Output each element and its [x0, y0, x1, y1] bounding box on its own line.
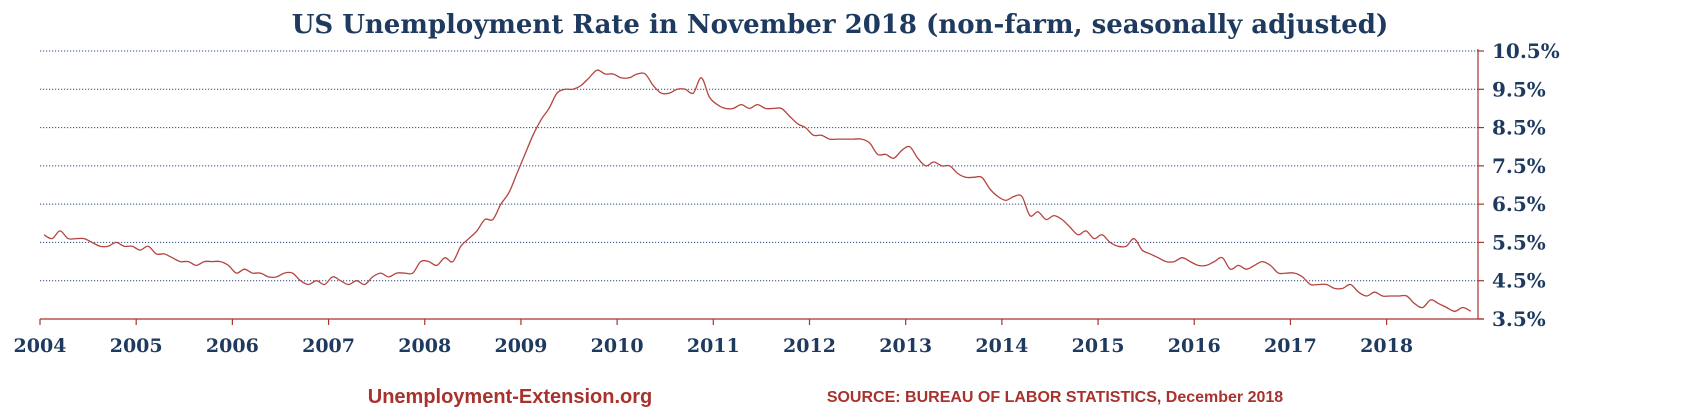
y-tick-label: 4.5% — [1492, 269, 1546, 293]
site-label: Unemployment-Extension.org — [368, 386, 652, 408]
x-tick-label: 2014 — [975, 335, 1028, 357]
x-tick-label: 2007 — [302, 335, 355, 357]
chart-title: US Unemployment Rate in November 2018 (n… — [292, 10, 1389, 40]
y-tick-label: 9.5% — [1492, 77, 1546, 101]
gridlines — [40, 50, 1478, 282]
source-label: SOURCE: BUREAU OF LABOR STATISTICS, Dece… — [827, 389, 1283, 406]
x-tick-label: 2006 — [206, 335, 259, 357]
x-tick-label: 2011 — [687, 335, 740, 357]
y-tick-label: 6.5% — [1492, 192, 1546, 216]
x-axis-ticks: 2004 2005 2006 2007 2008 2009 2010 2011 2012 2013… — [14, 319, 1413, 357]
y-tick-label: 7.5% — [1492, 154, 1546, 178]
y-tick-label: 3.5% — [1492, 307, 1546, 331]
x-tick-label: 2008 — [398, 335, 451, 357]
x-tick-label: 2016 — [1168, 335, 1221, 357]
x-tick-label: 2017 — [1264, 335, 1317, 357]
series-group — [43, 69, 1472, 312]
x-tick-label: 2009 — [494, 335, 547, 357]
x-tick-label: 2013 — [879, 335, 932, 357]
x-tick-label: 2004 — [14, 335, 67, 357]
x-tick-label: 2005 — [110, 335, 163, 357]
x-tick-label: 2010 — [591, 335, 644, 357]
x-tick-label: 2015 — [1072, 335, 1125, 357]
x-tick-label: 2018 — [1360, 335, 1413, 357]
y-tick-label: 8.5% — [1492, 116, 1546, 140]
x-tick-label: 2012 — [783, 335, 836, 357]
y-tick-label: 5.5% — [1492, 230, 1546, 254]
series-line-unemployment-rate — [43, 69, 1472, 312]
y-tick-label: 10.5% — [1492, 39, 1560, 63]
y-axis-ticks: 3.5% 4.5% 5.5% 6.5% 7.5% 8.5% 9.5% 10.5% — [1478, 39, 1560, 331]
